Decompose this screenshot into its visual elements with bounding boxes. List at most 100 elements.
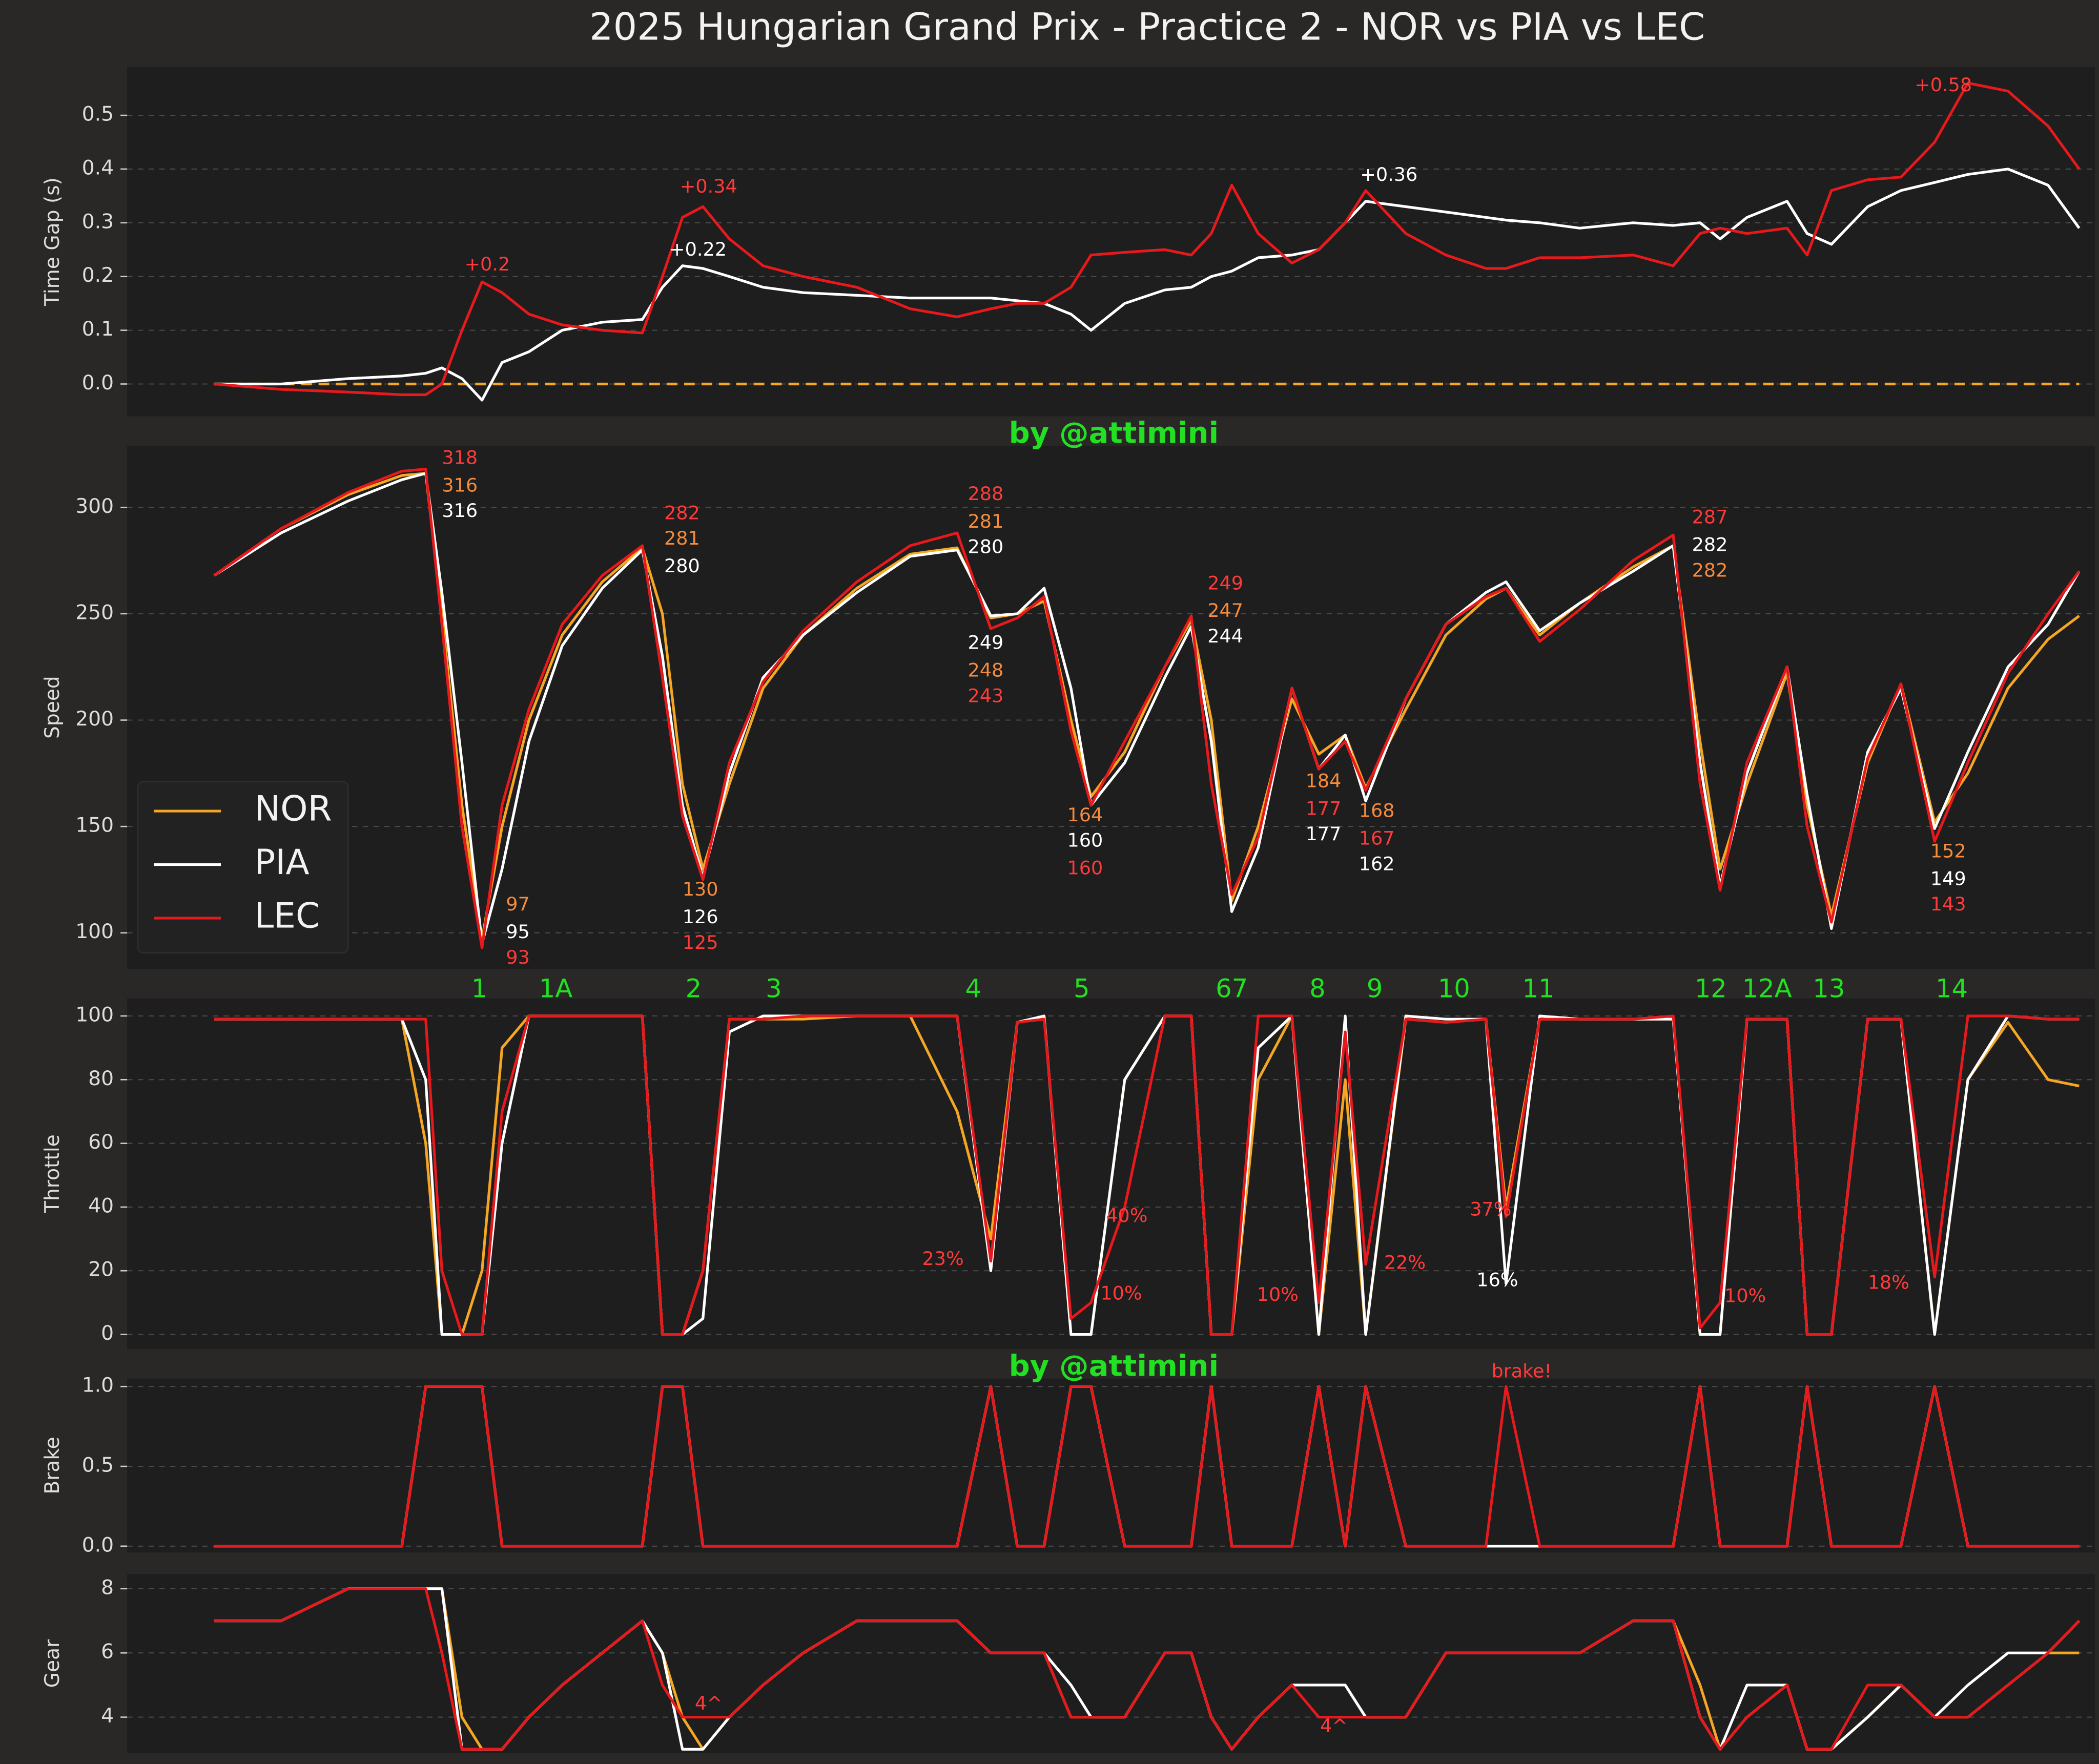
y-tick-label: 0.2 (82, 264, 114, 287)
corner-label: 12A (1742, 974, 1792, 1004)
y-tick-label: 100 (75, 920, 114, 943)
y-tick-label: 20 (88, 1258, 114, 1281)
annotation: 288 (968, 483, 1004, 505)
y-axis-label: Gear (41, 1639, 64, 1688)
plot-area (127, 67, 2095, 417)
annotation: +0.58 (1915, 74, 1972, 96)
plot-area (127, 1574, 2095, 1754)
annotation: 282 (1692, 559, 1728, 581)
annotation: 130 (683, 878, 718, 900)
annotation: 177 (1306, 797, 1342, 819)
annotation: 93 (506, 946, 530, 968)
annotation: 247 (1207, 599, 1243, 621)
annotation: 23% (922, 1248, 963, 1270)
annotation: 37% (1470, 1198, 1511, 1220)
annotation: 95 (506, 921, 530, 943)
y-tick-label: 0.3 (82, 210, 114, 233)
annotation: 318 (442, 446, 478, 468)
y-axis-label: Speed (41, 676, 64, 739)
corner-label: 2 (686, 974, 702, 1004)
series-line (213, 472, 2081, 945)
y-tick-label: 250 (75, 601, 114, 624)
corner-label: 4 (965, 974, 982, 1004)
corner-label: 1A (539, 974, 573, 1004)
annotation: 281 (968, 510, 1004, 532)
annotation: brake! (1492, 1360, 1552, 1382)
series-line (214, 168, 2081, 402)
y-tick-label: 0.4 (82, 156, 114, 179)
watermark: by @attimini (1009, 1348, 1219, 1383)
corner-label: 67 (1216, 974, 1248, 1004)
series-line (214, 1385, 2080, 1548)
annotation: 280 (968, 536, 1004, 558)
y-tick-label: 0.5 (82, 103, 114, 126)
annotation: 10% (1257, 1283, 1299, 1305)
annotation: 249 (1207, 572, 1243, 594)
annotation: 160 (1067, 857, 1103, 879)
annotation: 249 (968, 632, 1004, 654)
corner-label: 12 (1695, 974, 1727, 1004)
corner-label: 10 (1438, 974, 1470, 1004)
y-tick-label: 100 (75, 1003, 114, 1026)
corner-label: 5 (1074, 974, 1090, 1004)
corner-label: 11 (1522, 974, 1554, 1004)
y-tick-label: 0.5 (82, 1454, 114, 1477)
annotation: 40% (1106, 1205, 1147, 1227)
annotation: 10% (1724, 1285, 1766, 1307)
annotation: +0.34 (680, 175, 737, 197)
figure-title: 2025 Hungarian Grand Prix - Practice 2 -… (589, 6, 1705, 49)
annotation: 167 (1359, 827, 1395, 849)
y-axis-label: Brake (41, 1437, 64, 1494)
annotation: 244 (1207, 625, 1243, 647)
annotation: 22% (1384, 1251, 1426, 1273)
annotation: 248 (968, 659, 1004, 681)
annotation: 16% (1476, 1269, 1518, 1291)
legend-label: PIA (254, 842, 309, 883)
corner-label: 8 (1309, 974, 1326, 1004)
annotation: 143 (1930, 893, 1966, 915)
corner-label: 14 (1936, 974, 1968, 1004)
plot-area (127, 1378, 2095, 1553)
y-tick-label: 300 (75, 495, 114, 518)
y-tick-label: 0.0 (82, 371, 114, 395)
annotation: 282 (1692, 534, 1728, 556)
legend-box (137, 781, 349, 954)
y-axis-label: Time Gap (s) (41, 177, 64, 306)
annotation: 162 (1359, 853, 1395, 875)
series-line (214, 1587, 2081, 1751)
y-tick-label: 80 (88, 1067, 114, 1090)
y-axis-label: Throttle (41, 1134, 64, 1214)
series-line (214, 81, 2081, 397)
annotation: +0.22 (669, 238, 727, 260)
annotation: 152 (1930, 840, 1966, 862)
annotation: +0.2 (464, 253, 510, 275)
annotation: 97 (506, 893, 530, 915)
y-tick-label: 0 (101, 1322, 114, 1345)
watermark: by @attimini (1009, 416, 1219, 450)
corner-label: 9 (1367, 974, 1383, 1004)
y-tick-label: 0.1 (82, 318, 114, 341)
annotation: 287 (1692, 506, 1728, 528)
annotation: 10% (1100, 1282, 1142, 1304)
legend-label: NOR (254, 789, 332, 829)
corner-label: 3 (766, 974, 782, 1004)
annotation: 316 (442, 474, 478, 496)
annotation: 149 (1930, 867, 1966, 889)
annotation: 243 (968, 684, 1004, 707)
corner-label: 1 (471, 974, 488, 1004)
annotation: 125 (683, 931, 718, 953)
annotation: 4^ (695, 1692, 723, 1714)
annotation: 281 (664, 527, 700, 549)
series-line (213, 467, 2081, 949)
annotation: 280 (664, 555, 700, 577)
annotation: 177 (1306, 823, 1342, 845)
y-tick-label: 6 (101, 1641, 114, 1664)
annotation: +0.36 (1360, 163, 1417, 185)
annotation: 4^ (1320, 1715, 1348, 1737)
annotation: 316 (442, 500, 478, 522)
y-tick-label: 1.0 (82, 1374, 114, 1397)
annotation: 282 (664, 502, 700, 524)
corner-label: 13 (1813, 974, 1845, 1004)
y-tick-label: 200 (75, 708, 114, 731)
